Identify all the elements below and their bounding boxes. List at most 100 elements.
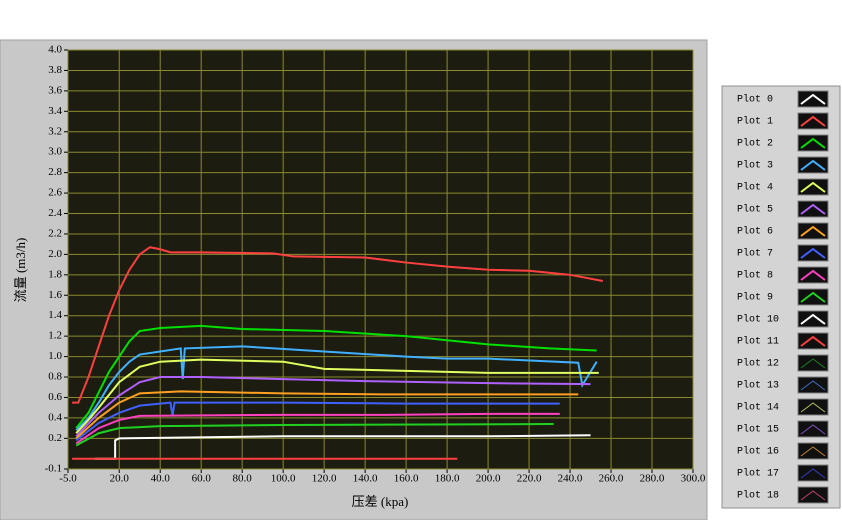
series-line — [75, 423, 554, 447]
legend-label: Plot 17 — [737, 468, 779, 480]
legend-swatch — [800, 159, 826, 171]
series-line — [75, 324, 597, 429]
y-tick-label: 2.8 — [48, 166, 62, 178]
legend-label: Plot 1 — [737, 116, 773, 128]
legend-swatch-bg — [797, 178, 829, 196]
legend-label: Plot 3 — [737, 160, 773, 172]
legend-swatch — [800, 269, 826, 281]
x-tick-label: 40.0 — [151, 473, 171, 485]
legend-label: Plot 4 — [737, 182, 773, 194]
legend-swatch-bg — [797, 354, 829, 372]
legend-swatch — [800, 225, 826, 237]
y-tick-label: 1.0 — [48, 350, 62, 362]
legend-label: Plot 13 — [737, 380, 779, 392]
x-tick-label: 220.0 — [517, 473, 542, 485]
legend-swatch — [800, 181, 826, 193]
legend-swatch — [800, 446, 826, 457]
legend-label: Plot 15 — [737, 424, 779, 436]
legend-swatch — [800, 291, 826, 303]
y-tick-label: 4.0 — [48, 44, 62, 56]
legend-swatch — [800, 137, 826, 149]
series-line — [72, 246, 604, 404]
legend-label: Plot 7 — [737, 248, 773, 260]
legend-swatch — [800, 402, 826, 413]
y-tick-label: 2.6 — [48, 187, 62, 199]
legend-swatch-bg — [797, 442, 829, 460]
legend-swatch-bg — [797, 266, 829, 284]
legend-swatch — [800, 247, 826, 259]
legend-swatch-bg — [797, 244, 829, 262]
series-line — [75, 345, 598, 431]
series-line — [75, 358, 599, 434]
legend-swatch-bg — [797, 486, 829, 504]
legend-label: Plot 6 — [737, 226, 773, 238]
legend-swatch-bg — [797, 310, 829, 328]
x-tick-label: 80.0 — [233, 473, 253, 485]
legend-label: Plot 5 — [737, 204, 773, 216]
y-tick-label: 3.2 — [48, 125, 62, 137]
legend-swatch — [800, 490, 826, 501]
x-tick-label: 260.0 — [599, 473, 624, 485]
x-tick-label: 240.0 — [558, 473, 583, 485]
series-line — [75, 390, 579, 440]
legend-swatch-bg — [797, 222, 829, 240]
legend-swatch-bg — [797, 90, 829, 108]
legend-swatch — [800, 358, 826, 369]
legend-swatch-bg — [797, 134, 829, 152]
y-tick-label: 3.8 — [48, 64, 62, 76]
legend-swatch-bg — [797, 398, 829, 416]
legend-swatch-bg — [797, 332, 829, 350]
legend-swatch-bg — [797, 376, 829, 394]
series-line — [75, 401, 560, 442]
legend-swatch-bg — [797, 112, 829, 130]
x-tick-label: 120.0 — [312, 473, 337, 485]
y-tick-label: 0.2 — [48, 432, 62, 444]
x-tick-label: 300.0 — [681, 473, 706, 485]
legend-label: Plot 18 — [737, 490, 779, 502]
x-axis-label: 压差 (kpa) — [352, 494, 409, 509]
y-tick-label: 2.2 — [48, 227, 62, 239]
legend-swatch — [800, 468, 826, 479]
series-line — [75, 412, 560, 445]
y-tick-label: 1.8 — [48, 268, 62, 280]
legend-label: Plot 14 — [737, 402, 779, 414]
legend-label: Plot 8 — [737, 270, 773, 282]
legend-swatch-bg — [797, 200, 829, 218]
x-tick-label: 140.0 — [353, 473, 378, 485]
legend-swatch-bg — [797, 288, 829, 306]
legend-swatch — [800, 380, 826, 391]
legend-swatch-bg — [797, 156, 829, 174]
legend-swatch-bg — [797, 420, 829, 438]
legend-label: Plot 16 — [737, 446, 779, 458]
y-tick-label: 2.4 — [48, 207, 62, 219]
legend-swatch — [800, 313, 826, 325]
y-tick-label: 0.4 — [48, 411, 62, 423]
x-tick-label: 280.0 — [640, 473, 665, 485]
y-tick-label: 1.2 — [48, 330, 62, 342]
x-tick-label: 100.0 — [271, 473, 296, 485]
x-tick-label: 60.0 — [192, 473, 212, 485]
y-axis-label: 流量 (m3/h) — [13, 238, 28, 303]
legend-label: Plot 11 — [737, 336, 779, 348]
legend-label: Plot 2 — [737, 138, 773, 150]
legend-swatch — [800, 424, 826, 435]
legend-swatch — [800, 93, 826, 105]
legend-swatch-bg — [797, 464, 829, 482]
series-line — [75, 376, 591, 437]
x-tick-label: 160.0 — [394, 473, 419, 485]
x-tick-label: 180.0 — [435, 473, 460, 485]
x-tick-label: 20.0 — [110, 473, 130, 485]
legend-label: Plot 0 — [737, 94, 773, 106]
legend-swatch — [800, 203, 826, 215]
legend-swatch — [800, 115, 826, 127]
y-tick-label: 3.0 — [48, 146, 62, 158]
y-tick-label: 0.6 — [48, 391, 62, 403]
legend-swatch — [800, 335, 826, 347]
y-tick-label: 1.6 — [48, 289, 62, 301]
y-tick-label: 2.0 — [48, 248, 62, 260]
legend: Plot 0 Plot 1 Plot 2 Plot 3 Plot 4 Plot 5 Plot… — [737, 90, 829, 504]
y-tick-label: -0.1 — [45, 463, 62, 475]
x-tick-label: -5.0 — [59, 473, 77, 485]
